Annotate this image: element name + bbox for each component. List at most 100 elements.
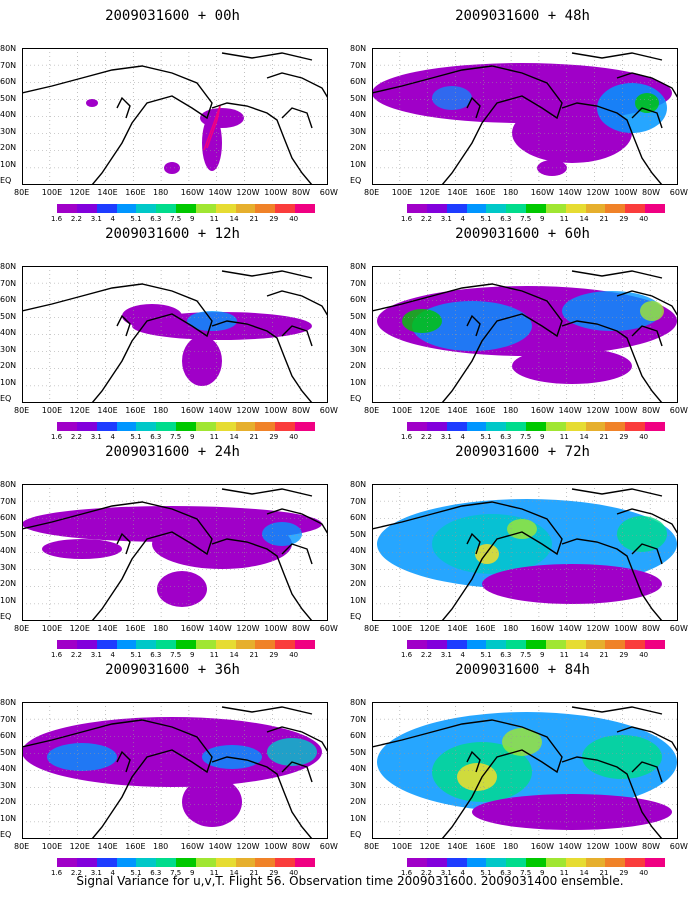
colorbar-swatch xyxy=(255,422,276,431)
colorbar-swatch xyxy=(57,640,77,649)
longitude-label: 180 xyxy=(153,842,169,851)
coastline xyxy=(561,102,663,185)
variance-shading xyxy=(202,115,222,171)
colorbar-swatch xyxy=(275,204,296,213)
colorbar-swatch xyxy=(605,640,626,649)
colorbar-swatch xyxy=(526,858,546,867)
colorbar-swatch xyxy=(506,858,527,867)
variance-shading xyxy=(262,522,302,546)
longitude-label: 60W xyxy=(319,842,338,851)
map-plot xyxy=(372,484,678,621)
latitude-label: EQ xyxy=(350,830,362,839)
variance-shading xyxy=(267,738,317,766)
longitude-label: 100W xyxy=(614,842,638,851)
longitude-label: 100W xyxy=(264,842,288,851)
longitude-label: 80W xyxy=(292,188,311,197)
latitude-label: 80N xyxy=(0,262,17,271)
colorbar-swatch xyxy=(486,204,507,213)
colorbar-label: 29 xyxy=(619,433,629,441)
latitude-label: 10N xyxy=(350,595,367,605)
map-panel: 2009031600 + 24h 80N 70N 60N 50N 40N 30N 20N 10N… xyxy=(0,444,345,659)
variance-shading xyxy=(512,348,632,384)
colorbar-label: 3.1 xyxy=(90,433,102,441)
longitude-label: 100W xyxy=(614,406,638,415)
colorbar-label: 11 xyxy=(559,433,569,441)
colorbar-label: 3.1 xyxy=(440,215,452,223)
variance-shading xyxy=(42,539,122,559)
variance-shading xyxy=(202,745,262,769)
latitude-label: 40N xyxy=(350,328,367,337)
colorbar-swatch xyxy=(195,640,216,649)
longitude-label: 60W xyxy=(669,188,688,197)
variance-shading xyxy=(164,162,180,174)
coastline xyxy=(221,488,313,497)
colorbar xyxy=(57,204,315,213)
colorbar-swatch xyxy=(585,858,606,867)
variance-shading xyxy=(157,571,207,607)
colorbar-label: 29 xyxy=(619,651,629,659)
latitude-label: EQ xyxy=(350,612,362,621)
colorbar-swatch xyxy=(426,858,447,867)
coastline xyxy=(266,290,328,317)
longitude-label: 160W xyxy=(530,842,554,851)
longitude-label: 120E xyxy=(69,188,90,197)
colorbar-swatch xyxy=(76,422,97,431)
coastline xyxy=(281,761,313,783)
colorbar-swatch xyxy=(76,858,97,867)
latitude-label: 80N xyxy=(0,480,17,489)
longitude-label: 80E xyxy=(14,624,30,633)
colorbar-swatch xyxy=(116,858,137,867)
colorbar-swatch xyxy=(176,640,196,649)
coastline xyxy=(561,538,663,621)
longitude-label: 80E xyxy=(364,188,380,197)
colorbar-label: 9 xyxy=(189,651,195,659)
colorbar-label: 3.1 xyxy=(90,651,102,659)
map-panel: 2009031600 + 72h 80N 70N 60N 50N 40N 30N 20N 10N… xyxy=(350,444,695,659)
colorbar-label: 4 xyxy=(460,433,466,441)
longitude-label: 100E xyxy=(41,188,63,197)
colorbar-label: 5.1 xyxy=(480,869,492,877)
colorbar-label: 14 xyxy=(229,869,239,877)
colorbar-label: 21 xyxy=(249,651,259,659)
longitude-label: 80W xyxy=(642,188,661,197)
longitude-label: 180 xyxy=(503,188,519,197)
colorbar-label: 9 xyxy=(539,651,545,659)
latitude-label: 60N xyxy=(350,295,367,304)
colorbar-swatch xyxy=(565,422,586,431)
colorbar-label: 6.3 xyxy=(150,651,162,659)
colorbar-label: 40 xyxy=(289,869,299,877)
latitude-label: 70N xyxy=(0,496,17,506)
colorbar-label: 5.1 xyxy=(480,651,492,659)
colorbar-swatch xyxy=(407,422,427,431)
longitude-label: 80W xyxy=(642,406,661,415)
latitude-label: EQ xyxy=(350,176,362,185)
colorbar-swatch xyxy=(605,858,626,867)
colorbar-label: 5.1 xyxy=(130,215,142,223)
latitude-label: 60N xyxy=(350,731,367,740)
colorbar-label: 7.5 xyxy=(520,215,532,223)
longitude-label: 60W xyxy=(669,406,688,415)
colorbar-label: 40 xyxy=(639,433,649,441)
coastline xyxy=(466,532,481,555)
colorbar-label: 11 xyxy=(209,651,219,659)
colorbar-label: 3.1 xyxy=(440,433,452,441)
coastline xyxy=(22,719,213,839)
colorbar-label: 14 xyxy=(579,433,589,441)
flight-track xyxy=(203,105,221,151)
map-plot xyxy=(372,702,678,839)
variance-shading xyxy=(432,86,472,110)
latitude-label: 80N xyxy=(350,480,367,489)
map-panel: 2009031600 + 84h 80N 70N 60N 50N 40N 30N 20N 10N… xyxy=(350,662,695,877)
latitude-label: 80N xyxy=(350,44,367,53)
colorbar-swatch xyxy=(57,858,77,867)
colorbar-label: 29 xyxy=(619,215,629,223)
variance-shading xyxy=(582,735,662,779)
longitude-label: 120E xyxy=(419,624,440,633)
colorbar-label: 2.2 xyxy=(70,433,82,441)
colorbar-swatch xyxy=(526,640,546,649)
variance-shading xyxy=(507,519,537,539)
colorbar-swatch xyxy=(565,640,586,649)
colorbar-label: 2.2 xyxy=(70,215,82,223)
coastline xyxy=(616,290,678,317)
longitude-label: 120W xyxy=(586,624,610,633)
